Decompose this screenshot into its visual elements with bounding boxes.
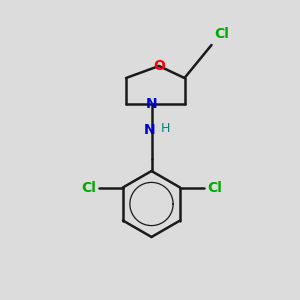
Text: H: H: [161, 122, 171, 136]
Text: Cl: Cl: [81, 181, 96, 194]
Text: Cl: Cl: [207, 181, 222, 194]
Text: O: O: [153, 59, 165, 73]
Text: N: N: [144, 124, 156, 137]
Text: N: N: [146, 97, 157, 110]
Text: Cl: Cl: [214, 28, 230, 41]
